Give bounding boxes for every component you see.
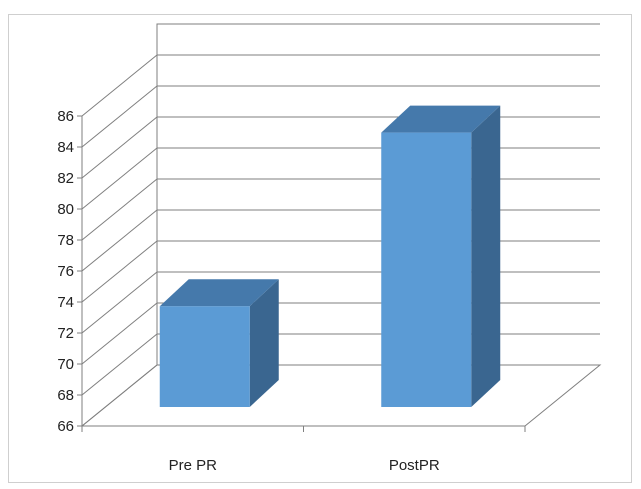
y-tick-label: 66	[57, 418, 74, 435]
bar-top	[159, 279, 279, 307]
category-labels: Pre PR PostPR	[169, 457, 440, 474]
bar-side	[471, 105, 501, 407]
y-tick-label: 82	[57, 170, 74, 187]
y-tick-label: 68	[57, 387, 74, 404]
gridlines	[81, 23, 600, 427]
floor-outline	[81, 364, 602, 427]
y-tick-label: 84	[57, 139, 74, 156]
bar-0	[159, 279, 279, 407]
bars	[159, 105, 501, 407]
y-tick-label: 70	[57, 356, 74, 373]
category-label: Pre PR	[169, 457, 218, 474]
bar-side	[249, 279, 279, 407]
category-label: PostPR	[389, 457, 440, 474]
x-axis	[81, 425, 526, 432]
bar-front	[159, 306, 250, 407]
y-tick-label: 72	[57, 325, 74, 342]
y-axis-ticks: 66 68 70 72 74 76 78 80 82 84 86	[57, 108, 82, 435]
y-tick-label: 74	[57, 294, 74, 311]
bar-1	[381, 105, 501, 407]
y-tick-label: 80	[57, 201, 74, 218]
gridline-top	[156, 23, 600, 55]
y-tick-label: 78	[57, 232, 74, 249]
y-tick-label: 86	[57, 108, 74, 125]
y-tick-label: 76	[57, 263, 74, 280]
bar-top	[381, 105, 501, 133]
bar-front	[381, 132, 472, 407]
gridline	[81, 85, 600, 148]
gridline	[81, 364, 600, 427]
